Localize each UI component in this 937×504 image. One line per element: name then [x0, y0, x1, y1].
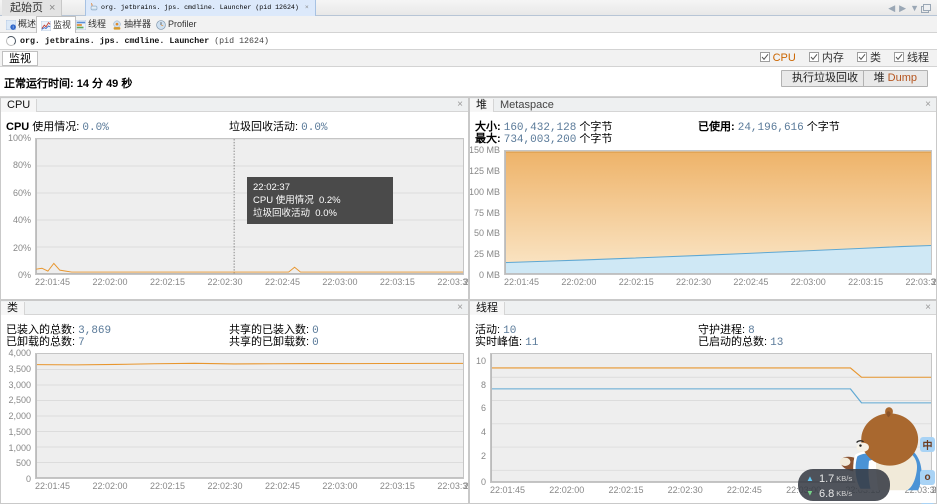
svg-text:i: i [13, 24, 14, 29]
